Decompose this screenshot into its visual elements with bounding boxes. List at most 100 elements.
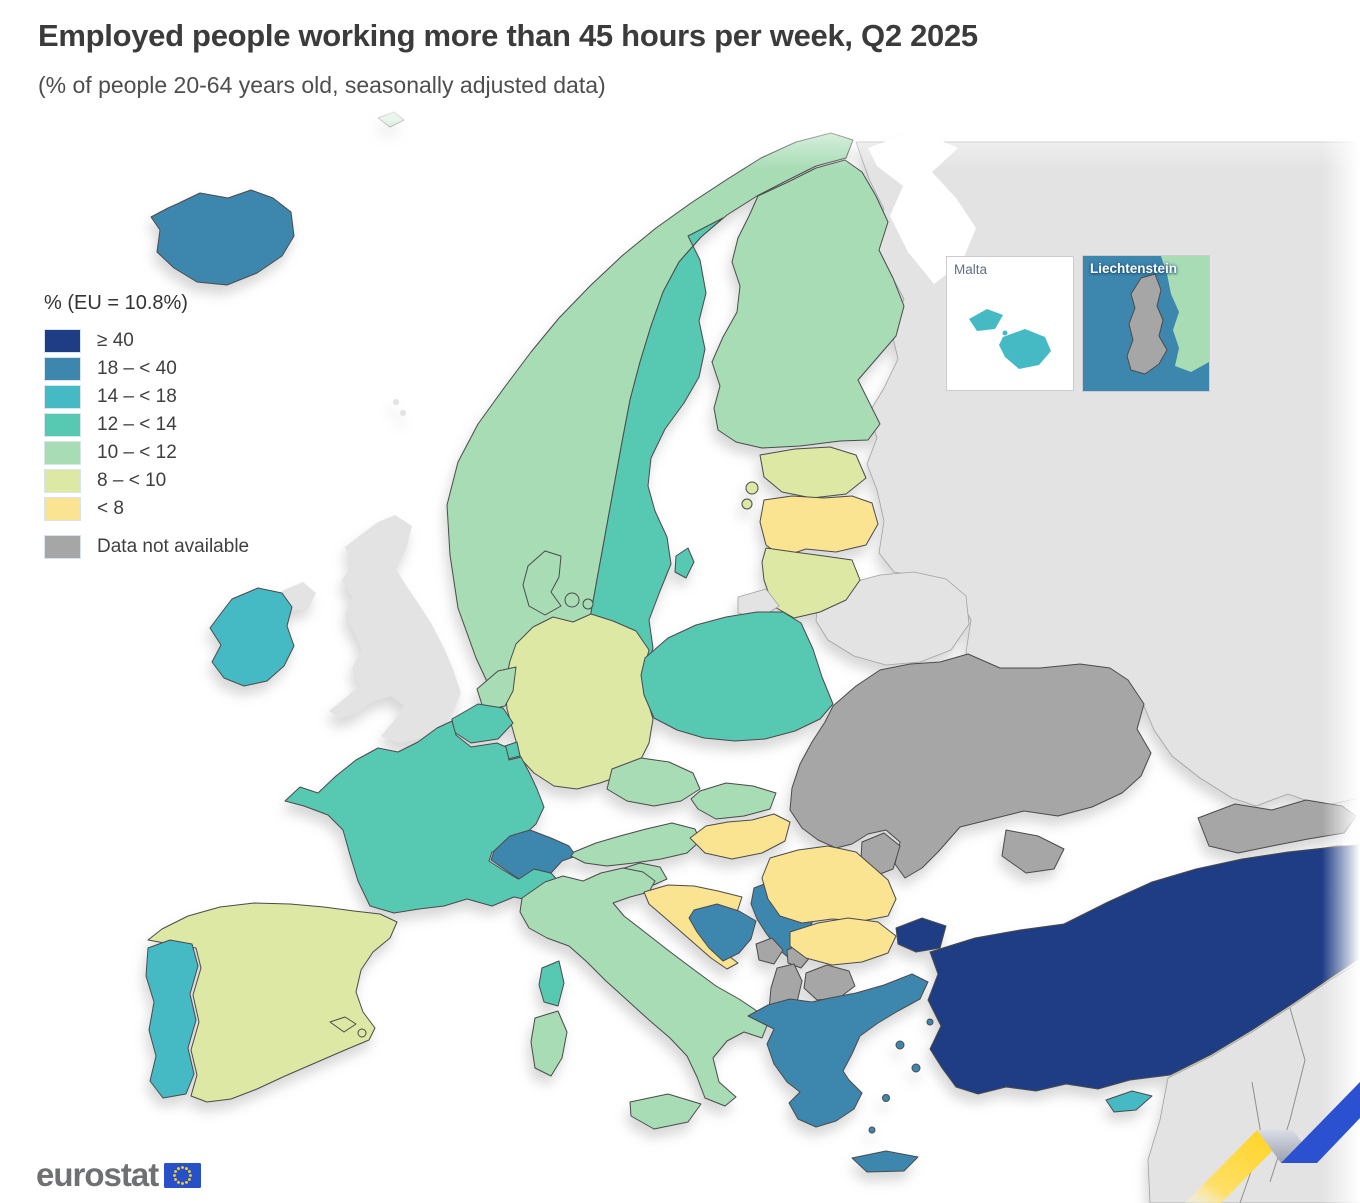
- legend-title: % (EU = 10.8%): [44, 292, 188, 314]
- eu-flag-star: [188, 1177, 192, 1181]
- inset-malta: Malta: [946, 256, 1074, 391]
- decorative-ribbon: [1185, 1082, 1360, 1203]
- country-estonia-isle[interactable]: [745, 481, 759, 495]
- country-uk-shetland[interactable]: [393, 399, 399, 405]
- legend-label: 18 – < 40: [97, 358, 177, 379]
- country-sweden-gotland[interactable]: [674, 547, 695, 579]
- eu-flag-star: [174, 1169, 178, 1173]
- country-estonia[interactable]: [759, 446, 867, 499]
- country-cyprus[interactable]: [1105, 1090, 1153, 1113]
- country-france-corsica[interactable]: [538, 960, 565, 1007]
- country-belarus[interactable]: [815, 571, 970, 666]
- country-lithuania[interactable]: [761, 547, 861, 619]
- country-greece-isle[interactable]: [911, 1063, 921, 1073]
- country-italy-sicily[interactable]: [629, 1093, 702, 1130]
- legend-swatch: [44, 385, 81, 409]
- country-estonia-isle[interactable]: [741, 498, 753, 510]
- legend-swatch: [44, 497, 81, 521]
- page-title: Employed people working more than 45 hou…: [38, 18, 978, 53]
- country-malta-comino[interactable]: [1002, 330, 1008, 336]
- legend-item: < 8: [44, 497, 249, 521]
- legend-item: 18 – < 40: [44, 357, 249, 381]
- country-greece-isle[interactable]: [868, 1126, 876, 1134]
- country-uk-n-ireland[interactable]: [282, 582, 316, 611]
- legend-item-no-data: Data not available: [44, 535, 249, 559]
- legend-label: 14 – < 18: [97, 386, 177, 407]
- top-fade: [0, 100, 1360, 170]
- country-turkey-thrace[interactable]: [895, 917, 947, 953]
- country-liechtenstein[interactable]: [1126, 273, 1168, 375]
- inset-liechtenstein-label: Liechtenstein: [1090, 261, 1178, 276]
- country-greece[interactable]: [747, 973, 929, 1128]
- eu-flag-star: [177, 1166, 181, 1170]
- country-malta-main[interactable]: [999, 329, 1051, 369]
- ribbon-yellow-band: [1185, 1130, 1293, 1203]
- country-czechia[interactable]: [606, 757, 701, 807]
- country-greece-isle[interactable]: [882, 1094, 890, 1102]
- ribbon-blue-band: [1281, 1082, 1360, 1163]
- legend-swatch: [44, 441, 81, 465]
- eu-flag-star: [181, 1165, 185, 1169]
- legend-item: 12 – < 14: [44, 413, 249, 437]
- country-spain-balearics[interactable]: [329, 1016, 357, 1033]
- legend-item: 8 – < 10: [44, 469, 249, 493]
- country-latvia[interactable]: [759, 495, 879, 558]
- eu-flag-star: [173, 1173, 177, 1177]
- country-bulgaria[interactable]: [789, 917, 897, 966]
- inset-liechtenstein: Liechtenstein: [1082, 255, 1210, 392]
- country-uk-shetland[interactable]: [400, 410, 406, 416]
- country-ukraine-crimea[interactable]: [1001, 829, 1065, 874]
- eu-flag-star: [185, 1166, 189, 1170]
- country-finland[interactable]: [711, 159, 905, 449]
- country-belgium[interactable]: [451, 703, 514, 744]
- country-spain-balearic-isle[interactable]: [357, 1028, 367, 1038]
- inset-austria-area[interactable]: [1161, 256, 1209, 372]
- country-spain[interactable]: [147, 902, 398, 1103]
- country-portugal[interactable]: [145, 939, 199, 1099]
- country-romania[interactable]: [761, 845, 897, 924]
- country-montenegro[interactable]: [755, 937, 784, 965]
- legend-swatch-no-data: [44, 535, 81, 559]
- eurostat-logo[interactable]: eurostat: [36, 1156, 202, 1194]
- legend: % (EU = 10.8%) ≥ 40 18 – < 40 14 – < 18 12 …: [44, 292, 249, 563]
- legend-label: < 8: [97, 498, 124, 519]
- country-turkey[interactable]: [927, 844, 1360, 1095]
- country-malta-gozo[interactable]: [969, 309, 1003, 331]
- legend-swatch: [44, 329, 81, 353]
- country-bosnia[interactable]: [688, 903, 757, 962]
- eurostat-logo-text: eurostat: [36, 1156, 159, 1193]
- country-slovakia[interactable]: [690, 782, 777, 820]
- country-north-macedonia[interactable]: [803, 964, 856, 1001]
- country-greece-isle[interactable]: [895, 1040, 905, 1050]
- land-layer: [145, 111, 1360, 1203]
- country-hungary[interactable]: [689, 813, 791, 860]
- country-ireland[interactable]: [209, 587, 295, 687]
- country-denmark[interactable]: [522, 550, 562, 616]
- legend-label: 8 – < 10: [97, 470, 167, 491]
- country-denmark-isle[interactable]: [564, 592, 580, 608]
- eu-flag-star: [174, 1177, 178, 1181]
- country-switzerland[interactable]: [490, 829, 577, 880]
- country-italy[interactable]: [519, 867, 769, 1107]
- country-italy-sardinia[interactable]: [530, 1010, 568, 1077]
- country-iceland[interactable]: [150, 189, 295, 286]
- country-ukraine[interactable]: [789, 653, 1152, 879]
- eu-flag-star: [185, 1180, 189, 1184]
- legend-item: 10 – < 12: [44, 441, 249, 465]
- inset-liechtenstein-map: [1083, 256, 1209, 391]
- country-poland[interactable]: [640, 611, 834, 742]
- country-germany[interactable]: [504, 613, 654, 790]
- eu-flag-star: [189, 1173, 193, 1177]
- country-uk[interactable]: [329, 515, 461, 743]
- country-austria[interactable]: [570, 822, 701, 867]
- legend-label: 10 – < 12: [97, 442, 177, 463]
- inset-malta-map: [947, 257, 1073, 390]
- eu-flag-star: [188, 1169, 192, 1173]
- country-greece-crete[interactable]: [851, 1150, 919, 1173]
- eu-flag-star: [181, 1181, 185, 1185]
- legend-item: 14 – < 18: [44, 385, 249, 409]
- country-greece-isle[interactable]: [926, 1018, 934, 1026]
- country-denmark-isle[interactable]: [582, 598, 594, 610]
